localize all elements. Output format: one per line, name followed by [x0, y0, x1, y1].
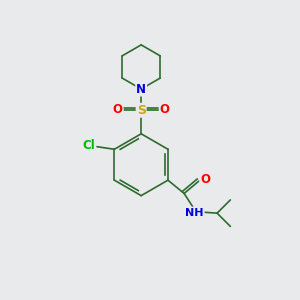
- Text: Cl: Cl: [83, 139, 95, 152]
- Text: N: N: [136, 82, 146, 95]
- Text: O: O: [160, 103, 170, 116]
- Text: O: O: [112, 103, 123, 116]
- Text: O: O: [200, 173, 210, 186]
- Text: S: S: [137, 104, 146, 117]
- Text: NH: NH: [185, 208, 204, 218]
